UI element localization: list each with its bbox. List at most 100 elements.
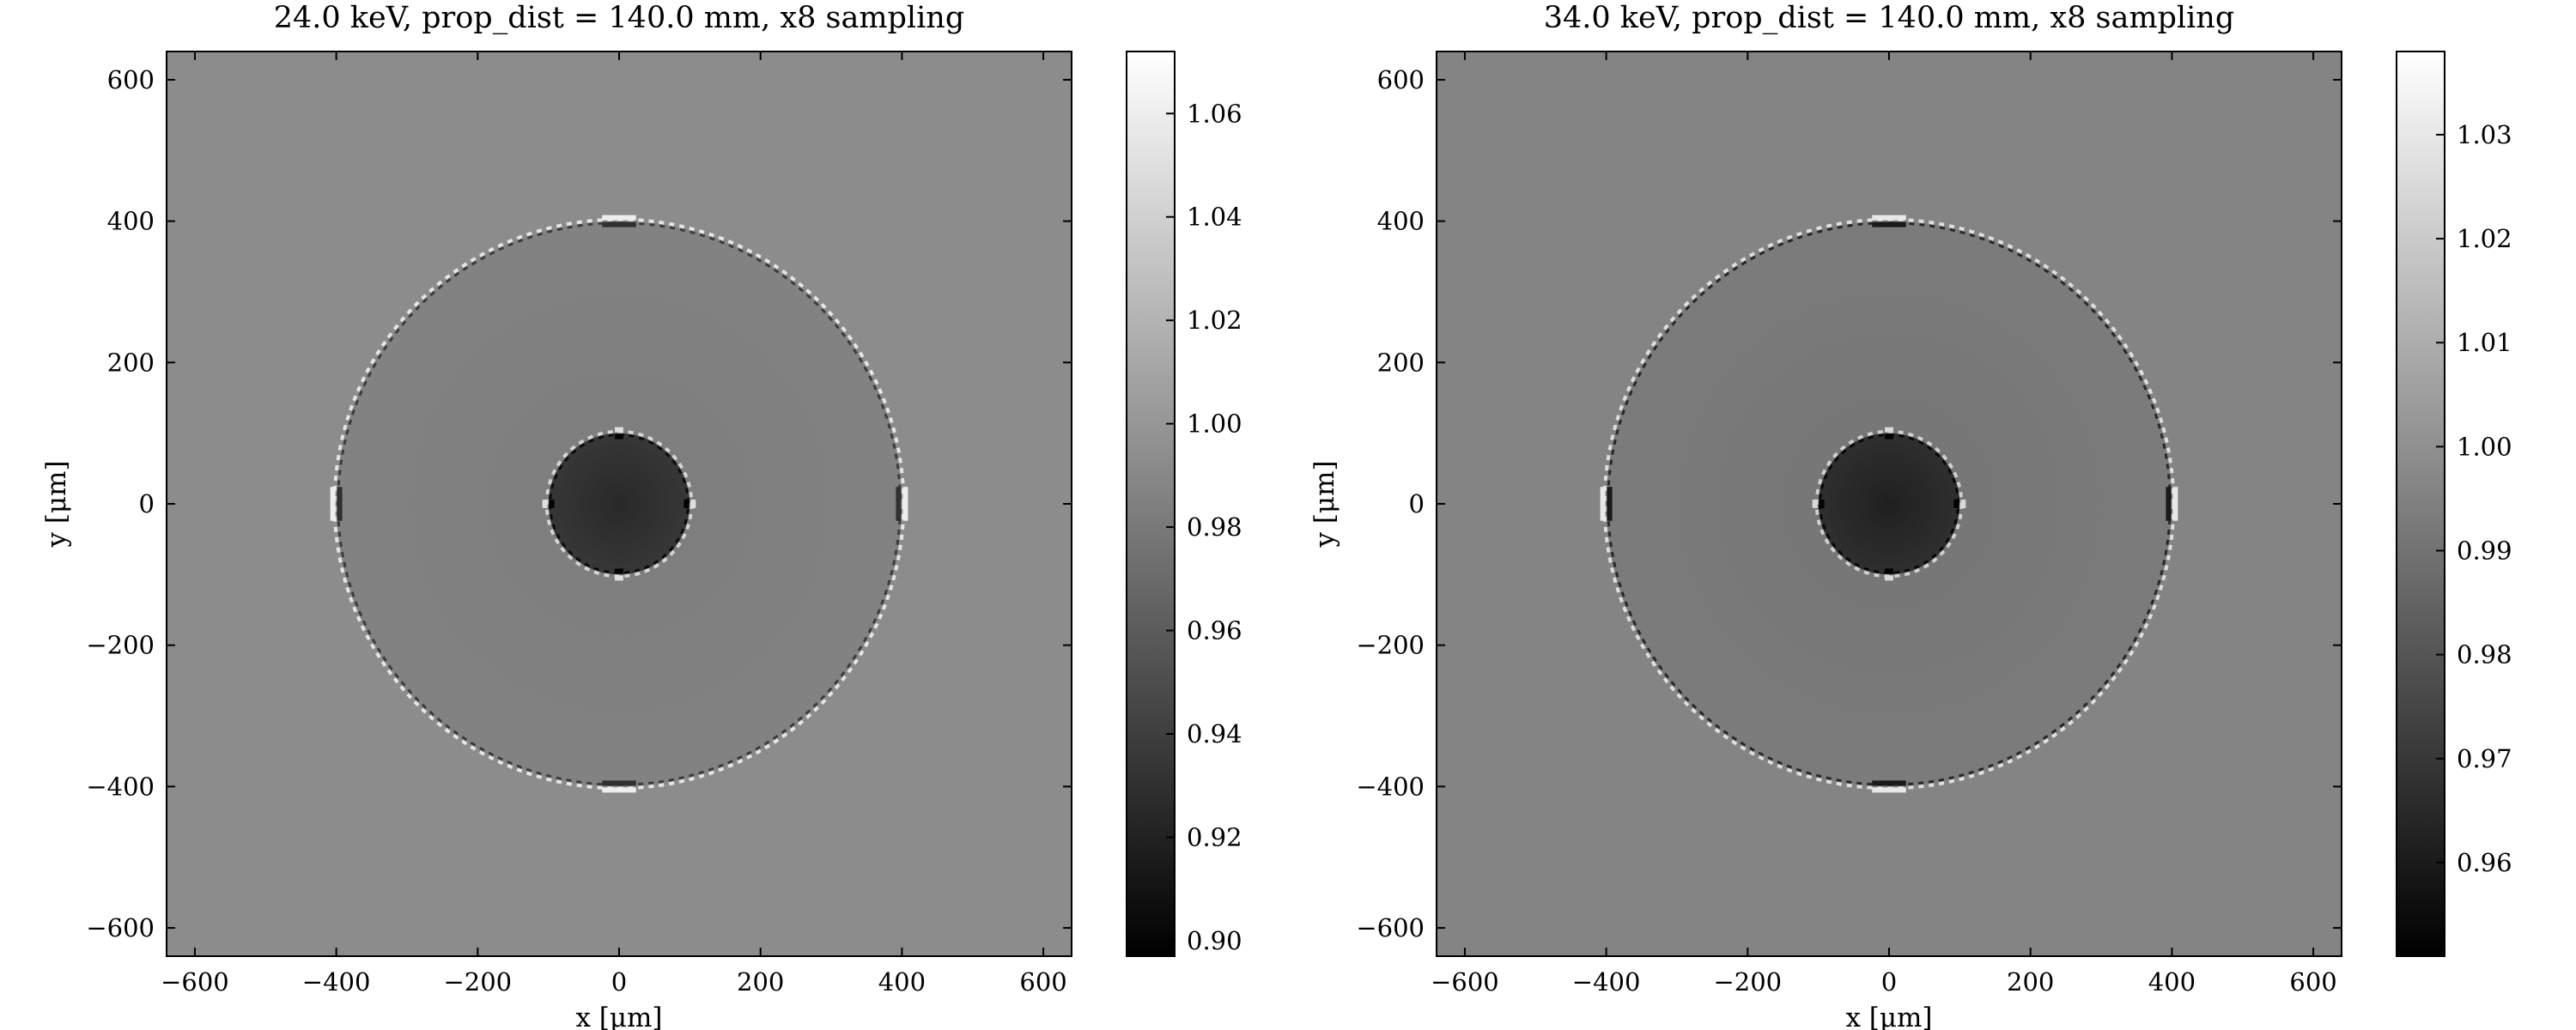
x-tick-label: 0 bbox=[611, 967, 627, 997]
x-tick-label: −200 bbox=[1713, 967, 1782, 997]
colorbar: 1.03 1.02 1.01 1.00 0.99 0.98 0.97 0.96 bbox=[2396, 51, 2512, 957]
colorbar-tick-label: 0.96 bbox=[1187, 616, 1242, 645]
colorbar-tick-label: 0.98 bbox=[2457, 640, 2512, 670]
outer-cardinal-bright bbox=[602, 787, 636, 793]
outer-cardinal-bright bbox=[1872, 215, 1906, 221]
inner-cardinal-bright bbox=[1812, 500, 1818, 508]
y-axis-label: y [μm] bbox=[1309, 460, 1340, 548]
x-tick-label: 600 bbox=[2289, 967, 2336, 997]
y-tick-label: 200 bbox=[107, 348, 155, 377]
inner-cardinal-bright bbox=[1885, 575, 1893, 581]
colorbar-tick-label: 0.96 bbox=[2457, 848, 2512, 877]
outer-cardinal-dark bbox=[1607, 487, 1613, 521]
x-tick-label: 0 bbox=[1881, 967, 1897, 997]
colorbar-tick-label: 0.97 bbox=[2457, 744, 2512, 773]
colorbar-gradient bbox=[2396, 51, 2445, 957]
y-axis: 600 400 200 0 −200 −400 −600 bbox=[1356, 65, 2342, 942]
x-tick-label: 600 bbox=[1019, 967, 1066, 997]
inner-cardinal-bright bbox=[542, 500, 548, 508]
x-tick-label: −400 bbox=[1572, 967, 1641, 997]
colorbar-tick-label: 0.90 bbox=[1187, 926, 1242, 955]
colorbar-tick-label: 1.01 bbox=[2457, 328, 2512, 357]
colorbar-tick-label: 1.03 bbox=[2457, 120, 2512, 149]
colorbar-tick-label: 0.98 bbox=[1187, 512, 1242, 542]
outer-cardinal-dark bbox=[602, 780, 636, 786]
inner-cardinal-bright bbox=[690, 500, 696, 508]
colorbar-gradient bbox=[1126, 51, 1176, 957]
outer-cardinal-bright bbox=[1872, 787, 1906, 793]
x-tick-label: 400 bbox=[2148, 967, 2196, 997]
y-tick-label: −200 bbox=[86, 631, 155, 660]
x-tick-label: −200 bbox=[443, 967, 512, 997]
y-tick-label: 600 bbox=[1377, 65, 1425, 94]
outer-cardinal-dark bbox=[602, 221, 636, 227]
colorbar-tick-label: 0.92 bbox=[1187, 822, 1242, 851]
x-tick-label: 200 bbox=[2007, 967, 2054, 997]
colorbar-ticks: 1.06 1.04 1.02 1.00 0.98 0.96 0.94 0.92 0.90 bbox=[1166, 99, 1242, 955]
outer-cardinal-bright bbox=[330, 487, 336, 521]
inner-cardinal-bright bbox=[615, 575, 623, 581]
y-tick-label: 0 bbox=[1409, 489, 1425, 518]
outer-cardinal-dark bbox=[1872, 221, 1906, 227]
x-tick-label: −600 bbox=[1431, 967, 1499, 997]
y-tick-label: 600 bbox=[107, 65, 155, 94]
outer-cardinal-bright bbox=[2172, 487, 2178, 521]
colorbar-ticks: 1.03 1.02 1.01 1.00 0.99 0.98 0.97 0.96 bbox=[2436, 120, 2512, 877]
x-tick-label: 400 bbox=[878, 967, 926, 997]
y-tick-label: −600 bbox=[86, 913, 155, 942]
x-axis-label: x [μm] bbox=[1845, 1003, 1932, 1030]
y-tick-label: 400 bbox=[107, 207, 155, 236]
colorbar-tick-label: 1.02 bbox=[1187, 306, 1242, 335]
y-axis: 600 400 200 0 −200 −400 −600 bbox=[86, 65, 1072, 942]
inner-cardinal-bright bbox=[615, 427, 623, 433]
colorbar-tick-label: 1.00 bbox=[2457, 432, 2512, 461]
inner-disc bbox=[1818, 433, 1960, 575]
y-tick-label: 400 bbox=[1377, 207, 1425, 236]
colorbar-tick-label: 0.94 bbox=[1187, 719, 1242, 748]
heatmap-area bbox=[167, 52, 1072, 956]
panel-title: 34.0 keV, prop_dist = 140.0 mm, x8 sampl… bbox=[1544, 1, 2235, 35]
inner-cardinal-dark bbox=[1885, 568, 1893, 574]
inner-cardinal-dark bbox=[549, 500, 555, 508]
colorbar-tick-label: 1.06 bbox=[1187, 99, 1242, 128]
y-tick-label: −400 bbox=[1356, 772, 1425, 801]
inner-cardinal-dark bbox=[615, 433, 623, 439]
colorbar-tick-label: 0.99 bbox=[2457, 536, 2512, 566]
outer-cardinal-bright bbox=[902, 487, 908, 521]
y-tick-label: 200 bbox=[1377, 348, 1425, 377]
y-axis-label: y [μm] bbox=[41, 460, 72, 548]
colorbar-tick-label: 1.00 bbox=[1187, 409, 1242, 439]
outer-cardinal-dark bbox=[896, 487, 902, 521]
colorbar-tick-label: 1.04 bbox=[1187, 203, 1242, 232]
colorbar-tick-label: 1.02 bbox=[2457, 224, 2512, 253]
outer-cardinal-dark bbox=[1872, 780, 1906, 786]
x-axis: −600 −400 −200 0 200 400 600 bbox=[1431, 52, 2337, 997]
panel-title: 24.0 keV, prop_dist = 140.0 mm, x8 sampl… bbox=[274, 1, 965, 35]
outer-cardinal-bright bbox=[602, 215, 636, 221]
panel-24kev: 24.0 keV, prop_dist = 140.0 mm, x8 sampl… bbox=[41, 1, 1242, 1030]
y-tick-label: −200 bbox=[1356, 631, 1425, 660]
x-tick-label: 200 bbox=[737, 967, 784, 997]
y-tick-label: −400 bbox=[86, 772, 155, 801]
inner-cardinal-bright bbox=[1885, 427, 1893, 433]
y-tick-label: −600 bbox=[1356, 913, 1425, 942]
inner-cardinal-dark bbox=[1819, 500, 1825, 508]
inner-cardinal-dark bbox=[1953, 500, 1959, 508]
outer-cardinal-dark bbox=[337, 487, 343, 521]
outer-cardinal-dark bbox=[2166, 487, 2172, 521]
inner-cardinal-dark bbox=[615, 568, 623, 574]
inner-cardinal-dark bbox=[1885, 433, 1893, 439]
x-axis-label: x [μm] bbox=[575, 1003, 662, 1030]
inner-cardinal-dark bbox=[683, 500, 690, 508]
x-tick-label: −400 bbox=[302, 967, 371, 997]
outer-cardinal-bright bbox=[1600, 487, 1606, 521]
colorbar: 1.06 1.04 1.02 1.00 0.98 0.96 0.94 0.92 0.90 bbox=[1126, 51, 1242, 957]
x-tick-label: −600 bbox=[161, 967, 229, 997]
x-axis: −600 −400 −200 0 200 400 600 bbox=[161, 52, 1067, 997]
panel-34kev: 34.0 keV, prop_dist = 140.0 mm, x8 sampl… bbox=[1309, 1, 2512, 1030]
inner-disc bbox=[548, 433, 690, 575]
inner-cardinal-bright bbox=[1960, 500, 1966, 508]
y-tick-label: 0 bbox=[139, 489, 155, 518]
heatmap-area bbox=[1437, 52, 2342, 956]
